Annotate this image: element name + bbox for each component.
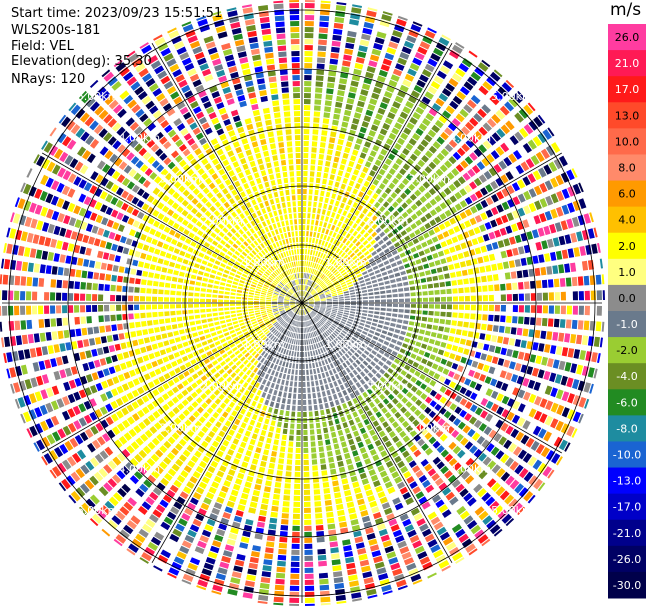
range-ring-label: 1.00km bbox=[325, 256, 367, 269]
colorbar-bin bbox=[608, 154, 646, 182]
range-ring-label: 3.00km bbox=[160, 173, 202, 186]
colorbar-bin bbox=[608, 467, 646, 495]
colorbar-tick-label: 1.0 bbox=[618, 266, 636, 279]
colorbar-tick-label: 10.0 bbox=[615, 135, 640, 148]
colorbar-tick-label: -30.0 bbox=[613, 579, 641, 592]
colorbar-bin bbox=[608, 441, 646, 469]
colorbar-bin bbox=[608, 337, 646, 364]
range-ring-label: 1.00km bbox=[325, 338, 367, 351]
field-label: Field: VEL bbox=[11, 39, 74, 54]
colorbar-bin bbox=[608, 284, 646, 312]
colorbar-bin bbox=[608, 311, 646, 338]
colorbar-tick-label: 13.0 bbox=[615, 109, 640, 122]
colorbar-tick-label: 26.0 bbox=[615, 31, 640, 44]
colorbar-bin bbox=[608, 571, 646, 599]
range-ring-label: 4.00km bbox=[449, 462, 491, 475]
range-ring-label: 3.00km bbox=[408, 173, 450, 186]
colorbar-tick-label: 0.0 bbox=[618, 292, 636, 305]
range-ring-label: 4.00km bbox=[119, 132, 161, 145]
colorbar-tick-label: 8.0 bbox=[618, 162, 636, 175]
colorbar-tick-label: 4.0 bbox=[618, 214, 636, 227]
azimuth-spoke bbox=[301, 302, 453, 564]
azimuth-spoke bbox=[41, 152, 303, 304]
range-ring-label: 3.00km bbox=[160, 421, 202, 434]
colorbar-bin bbox=[608, 493, 646, 521]
colorbar-bin bbox=[608, 545, 646, 573]
range-ring-label: 5.00km bbox=[491, 504, 533, 517]
range-ring-label: 2.00km bbox=[367, 380, 409, 393]
colorbar-bin bbox=[608, 50, 646, 77]
colorbar-bin bbox=[608, 389, 646, 416]
colorbar-tick-label: -8.0 bbox=[616, 422, 637, 435]
colorbar-bin bbox=[608, 102, 646, 129]
colorbar-bin bbox=[608, 180, 646, 208]
colorbar-tick-label: 6.0 bbox=[618, 188, 636, 201]
colorbar-tick-label: 21.0 bbox=[615, 57, 640, 70]
colorbar-tick-label: -21.0 bbox=[613, 527, 641, 540]
colorbar-bin bbox=[608, 206, 646, 234]
azimuth-spoke bbox=[301, 152, 563, 304]
colorbar-tick-label: -17.0 bbox=[613, 501, 641, 514]
colorbar-bin bbox=[608, 24, 646, 51]
range-ring-label: 5.00km bbox=[77, 504, 119, 517]
azimuth-spoke bbox=[301, 42, 453, 304]
colorbar-bin bbox=[608, 519, 646, 547]
colorbar-tick-label: -10.0 bbox=[613, 449, 641, 462]
colorbar: 26.0 21.0 17.0 13.0 10.0 8.0 6.0 4.0 2.0 1.0 0.0 -1… bbox=[608, 24, 646, 599]
start-time-label: Start time: 2023/09/23 15:51:51 bbox=[11, 6, 223, 21]
colorbar-tick-label: 2.0 bbox=[618, 240, 636, 253]
station-label: WLS200s-181 bbox=[11, 23, 101, 38]
range-ring-label: 5.00km bbox=[491, 90, 533, 103]
range-rings: 1.00km 2.00km 3.00km 4.00km 5.00km 1.00km 2.00… bbox=[2, 3, 602, 603]
range-ring-label: 5.00km bbox=[77, 90, 119, 103]
colorbar-bin bbox=[608, 232, 646, 260]
colorbar-bin bbox=[608, 76, 646, 103]
colorbar-tick-label: -6.0 bbox=[616, 396, 637, 409]
range-ring-label: 2.00km bbox=[201, 214, 243, 227]
range-ring-label: 2.00km bbox=[201, 380, 243, 393]
azimuth-spoke bbox=[151, 302, 303, 564]
range-ring-label: 1.00km bbox=[243, 256, 285, 269]
colorbar-tick-label: -26.0 bbox=[613, 553, 641, 566]
range-ring-label: 2.00km bbox=[367, 214, 409, 227]
range-ring-label: 4.00km bbox=[449, 132, 491, 145]
colorbar-bin bbox=[608, 258, 646, 286]
range-ring-label: 4.00km bbox=[119, 462, 161, 475]
nrays-label: NRays: 120 bbox=[11, 72, 86, 87]
colorbar-tick-label: -4.0 bbox=[616, 370, 637, 383]
azimuth-spoke bbox=[151, 42, 303, 304]
colorbar-bin bbox=[608, 363, 646, 390]
range-ring-label: 1.00km bbox=[243, 338, 285, 351]
colorbar-bin bbox=[608, 128, 646, 155]
colorbar-bin bbox=[608, 415, 646, 442]
colorbar-tick-label: 17.0 bbox=[615, 83, 640, 96]
elevation-label: Elevation(deg): 35.30 bbox=[11, 54, 152, 69]
azimuth-spoke bbox=[301, 302, 563, 454]
colorbar-tick-label: -13.0 bbox=[613, 475, 641, 488]
colorbar-tick-label: -1.0 bbox=[616, 318, 637, 331]
range-ring-label: 3.00km bbox=[408, 421, 450, 434]
colorbar-unit: m/s bbox=[610, 0, 642, 20]
colorbar-tick-label: -2.0 bbox=[616, 344, 637, 357]
azimuth-spoke bbox=[41, 302, 303, 454]
radar-ppi-plot: 1.00km 2.00km 3.00km 4.00km 5.00km 1.00km 2.00… bbox=[0, 0, 605, 606]
